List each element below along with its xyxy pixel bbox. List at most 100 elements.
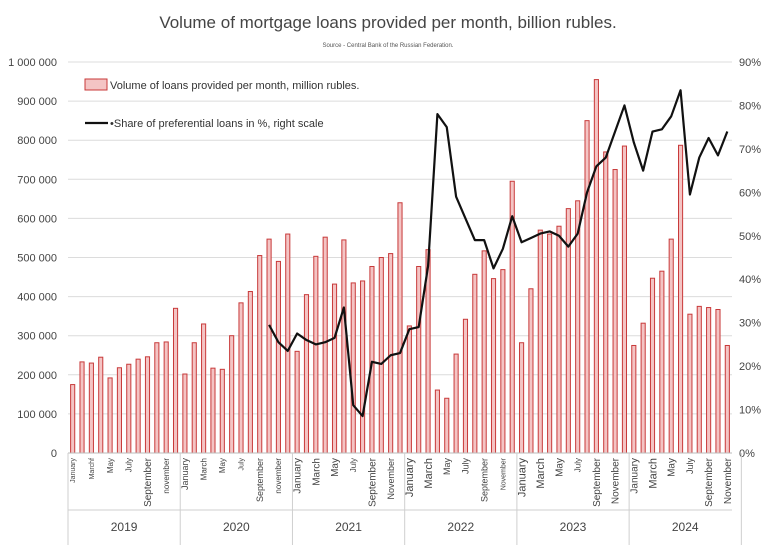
bar <box>472 273 478 454</box>
month-tick-label: May <box>330 458 341 477</box>
year-label: 2019 <box>111 520 138 534</box>
month-tick-label: May <box>554 458 565 477</box>
bar <box>490 278 497 454</box>
left-tick-label: 500 000 <box>17 253 57 265</box>
month-tick-label: March <box>311 458 322 486</box>
bar <box>621 145 628 454</box>
legend-bar-swatch <box>84 78 108 91</box>
bar <box>331 283 338 454</box>
bar <box>388 253 394 454</box>
legend-line-label: •Share of preferential loans in %, right… <box>110 118 324 130</box>
bar <box>575 200 581 454</box>
bar-series <box>70 79 730 454</box>
month-tick-label: May <box>218 458 227 473</box>
bar <box>285 233 291 454</box>
bar <box>649 277 656 454</box>
right-tick-label: 10% <box>739 405 761 417</box>
bar <box>116 367 122 454</box>
left-tick-label: 400 000 <box>17 292 57 304</box>
bar <box>163 341 169 454</box>
bar <box>462 318 469 454</box>
month-tick-label: September <box>479 458 489 502</box>
month-tick-label: September <box>255 458 265 502</box>
left-axis: 0 100 000 200 000 300 000 400 000 500 000 600 … <box>8 57 57 460</box>
bar <box>210 367 216 454</box>
bar <box>706 307 712 454</box>
month-tick-label: January <box>404 458 416 498</box>
month-tick-label: July <box>573 458 582 472</box>
right-tick-label: 90% <box>739 57 761 69</box>
legend: Volume of loans provided per month, mill… <box>84 78 359 130</box>
month-tick-label: January <box>629 458 640 494</box>
month-tick-label: November <box>611 457 622 504</box>
bar <box>154 342 160 454</box>
share-line-series <box>268 89 729 418</box>
bar <box>126 363 132 454</box>
month-tick-label: September <box>143 457 154 507</box>
month-tick-label: July <box>125 458 134 472</box>
left-tick-label: 1 000 000 <box>8 57 57 69</box>
bar <box>593 79 599 454</box>
left-tick-label: 600 000 <box>17 213 57 225</box>
month-tick-label: March <box>199 458 208 480</box>
bar <box>219 368 225 454</box>
month-tick-label: March <box>423 458 435 489</box>
month-tick-label: September <box>592 457 603 507</box>
month-tick-label: January <box>70 458 77 483</box>
bar <box>500 269 506 454</box>
bar <box>144 356 151 454</box>
bar <box>257 255 263 454</box>
bar <box>247 291 253 454</box>
year-label: 2020 <box>223 520 250 534</box>
month-tick-label: January <box>293 458 304 494</box>
bar <box>360 280 366 454</box>
right-tick-label: 80% <box>739 100 761 112</box>
right-tick-label: 60% <box>739 187 761 199</box>
bar <box>416 265 422 454</box>
bar <box>294 350 300 454</box>
chart-title: Volume of mortgage loans provided per mo… <box>159 13 616 32</box>
bar <box>303 294 310 454</box>
bar <box>547 233 553 454</box>
month-tick-label: March <box>647 458 659 489</box>
bar <box>79 361 85 454</box>
bar <box>350 282 356 454</box>
year-label: 2023 <box>560 520 587 534</box>
share-line <box>268 89 729 418</box>
right-tick-label: 70% <box>739 144 761 156</box>
bar <box>696 305 702 454</box>
bar <box>481 250 487 454</box>
month-tick-label: July <box>461 458 471 475</box>
bar <box>369 265 375 454</box>
bar <box>397 202 403 454</box>
month-tick-label: november <box>274 458 283 494</box>
bar <box>322 236 328 454</box>
bar <box>659 270 665 454</box>
bar <box>182 373 188 454</box>
left-tick-label: 800 000 <box>17 135 57 147</box>
x-axis: January Marchf May July September november Jan… <box>67 452 742 545</box>
left-tick-label: 200 000 <box>17 370 57 382</box>
month-tick-label: May <box>106 458 115 473</box>
month-tick-label: September <box>704 457 715 507</box>
month-tick-label: July <box>238 458 245 471</box>
month-tick-label: May <box>667 458 678 477</box>
bar <box>715 309 721 454</box>
legend-bar-label: Volume of loans provided per month, mill… <box>110 80 359 92</box>
bar <box>612 169 618 454</box>
month-tick-label: November <box>386 458 396 500</box>
bar <box>341 239 347 454</box>
year-label: 2024 <box>672 520 699 534</box>
bar <box>88 362 94 454</box>
bar <box>724 344 730 454</box>
bar <box>678 144 684 454</box>
bar <box>313 255 319 454</box>
right-tick-label: 50% <box>739 231 761 243</box>
bar <box>631 344 637 454</box>
bar <box>603 151 609 454</box>
year-label: 2022 <box>447 520 474 534</box>
bar <box>640 322 646 454</box>
bar <box>519 342 525 454</box>
bar <box>434 389 440 454</box>
